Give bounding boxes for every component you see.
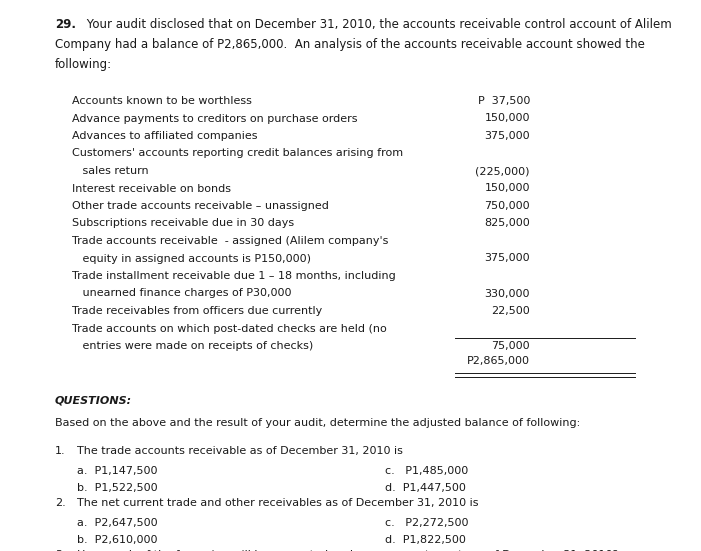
Text: following:: following: (55, 58, 112, 71)
Text: The trade accounts receivable as of December 31, 2010 is: The trade accounts receivable as of Dece… (77, 446, 403, 456)
Text: Trade receivables from officers due currently: Trade receivables from officers due curr… (72, 306, 322, 316)
Text: a.  P1,147,500: a. P1,147,500 (77, 466, 158, 476)
Text: P2,865,000: P2,865,000 (467, 356, 530, 366)
Text: (225,000): (225,000) (475, 166, 530, 176)
Text: b.  P2,610,000: b. P2,610,000 (77, 535, 158, 545)
Text: a.  P2,647,500: a. P2,647,500 (77, 518, 158, 528)
Text: 29.: 29. (55, 18, 76, 31)
Text: P  37,500: P 37,500 (477, 96, 530, 106)
Text: sales return: sales return (72, 166, 149, 176)
Text: Advances to affiliated companies: Advances to affiliated companies (72, 131, 257, 141)
Text: QUESTIONS:: QUESTIONS: (55, 396, 132, 406)
Text: Accounts known to be worthless: Accounts known to be worthless (72, 96, 252, 106)
Text: Other trade accounts receivable – unassigned: Other trade accounts receivable – unassi… (72, 201, 329, 211)
Text: d.  P1,822,500: d. P1,822,500 (385, 535, 466, 545)
Text: Your audit disclosed that on December 31, 2010, the accounts receivable control : Your audit disclosed that on December 31… (83, 18, 672, 31)
Text: 22,500: 22,500 (491, 306, 530, 316)
Text: How much of the foregoing will be presented under noncurrent assets as of Decemb: How much of the foregoing will be presen… (77, 550, 618, 551)
Text: 750,000: 750,000 (484, 201, 530, 211)
Text: 2.: 2. (55, 498, 66, 508)
Text: Company had a balance of P2,865,000.  An analysis of the accounts receivable acc: Company had a balance of P2,865,000. An … (55, 38, 645, 51)
Text: 3.: 3. (55, 550, 66, 551)
Text: c.   P2,272,500: c. P2,272,500 (385, 518, 468, 528)
Text: d.  P1,447,500: d. P1,447,500 (385, 483, 466, 493)
Text: equity in assigned accounts is P150,000): equity in assigned accounts is P150,000) (72, 253, 311, 263)
Text: 150,000: 150,000 (484, 183, 530, 193)
Text: Trade accounts on which post-dated checks are held (no: Trade accounts on which post-dated check… (72, 323, 387, 333)
Text: b.  P1,522,500: b. P1,522,500 (77, 483, 158, 493)
Text: Based on the above and the result of your audit, determine the adjusted balance : Based on the above and the result of you… (55, 418, 580, 428)
Text: Subscriptions receivable due in 30 days: Subscriptions receivable due in 30 days (72, 219, 294, 229)
Text: 1.: 1. (55, 446, 66, 456)
Text: Trade accounts receivable  - assigned (Alilem company's: Trade accounts receivable - assigned (Al… (72, 236, 388, 246)
Text: 375,000: 375,000 (484, 253, 530, 263)
Text: 825,000: 825,000 (484, 219, 530, 229)
Text: Trade installment receivable due 1 – 18 months, including: Trade installment receivable due 1 – 18 … (72, 271, 396, 281)
Text: entries were made on receipts of checks): entries were made on receipts of checks) (72, 341, 313, 351)
Text: 375,000: 375,000 (484, 131, 530, 141)
Text: unearned finance charges of P30,000: unearned finance charges of P30,000 (72, 289, 292, 299)
Text: Interest receivable on bonds: Interest receivable on bonds (72, 183, 231, 193)
Text: Advance payments to creditors on purchase orders: Advance payments to creditors on purchas… (72, 114, 358, 123)
Text: c.   P1,485,000: c. P1,485,000 (385, 466, 468, 476)
Text: 75,000: 75,000 (491, 341, 530, 351)
Text: 150,000: 150,000 (484, 114, 530, 123)
Text: The net current trade and other receivables as of December 31, 2010 is: The net current trade and other receivab… (77, 498, 479, 508)
Text: 330,000: 330,000 (484, 289, 530, 299)
Text: Customers' accounts reporting credit balances arising from: Customers' accounts reporting credit bal… (72, 149, 403, 159)
